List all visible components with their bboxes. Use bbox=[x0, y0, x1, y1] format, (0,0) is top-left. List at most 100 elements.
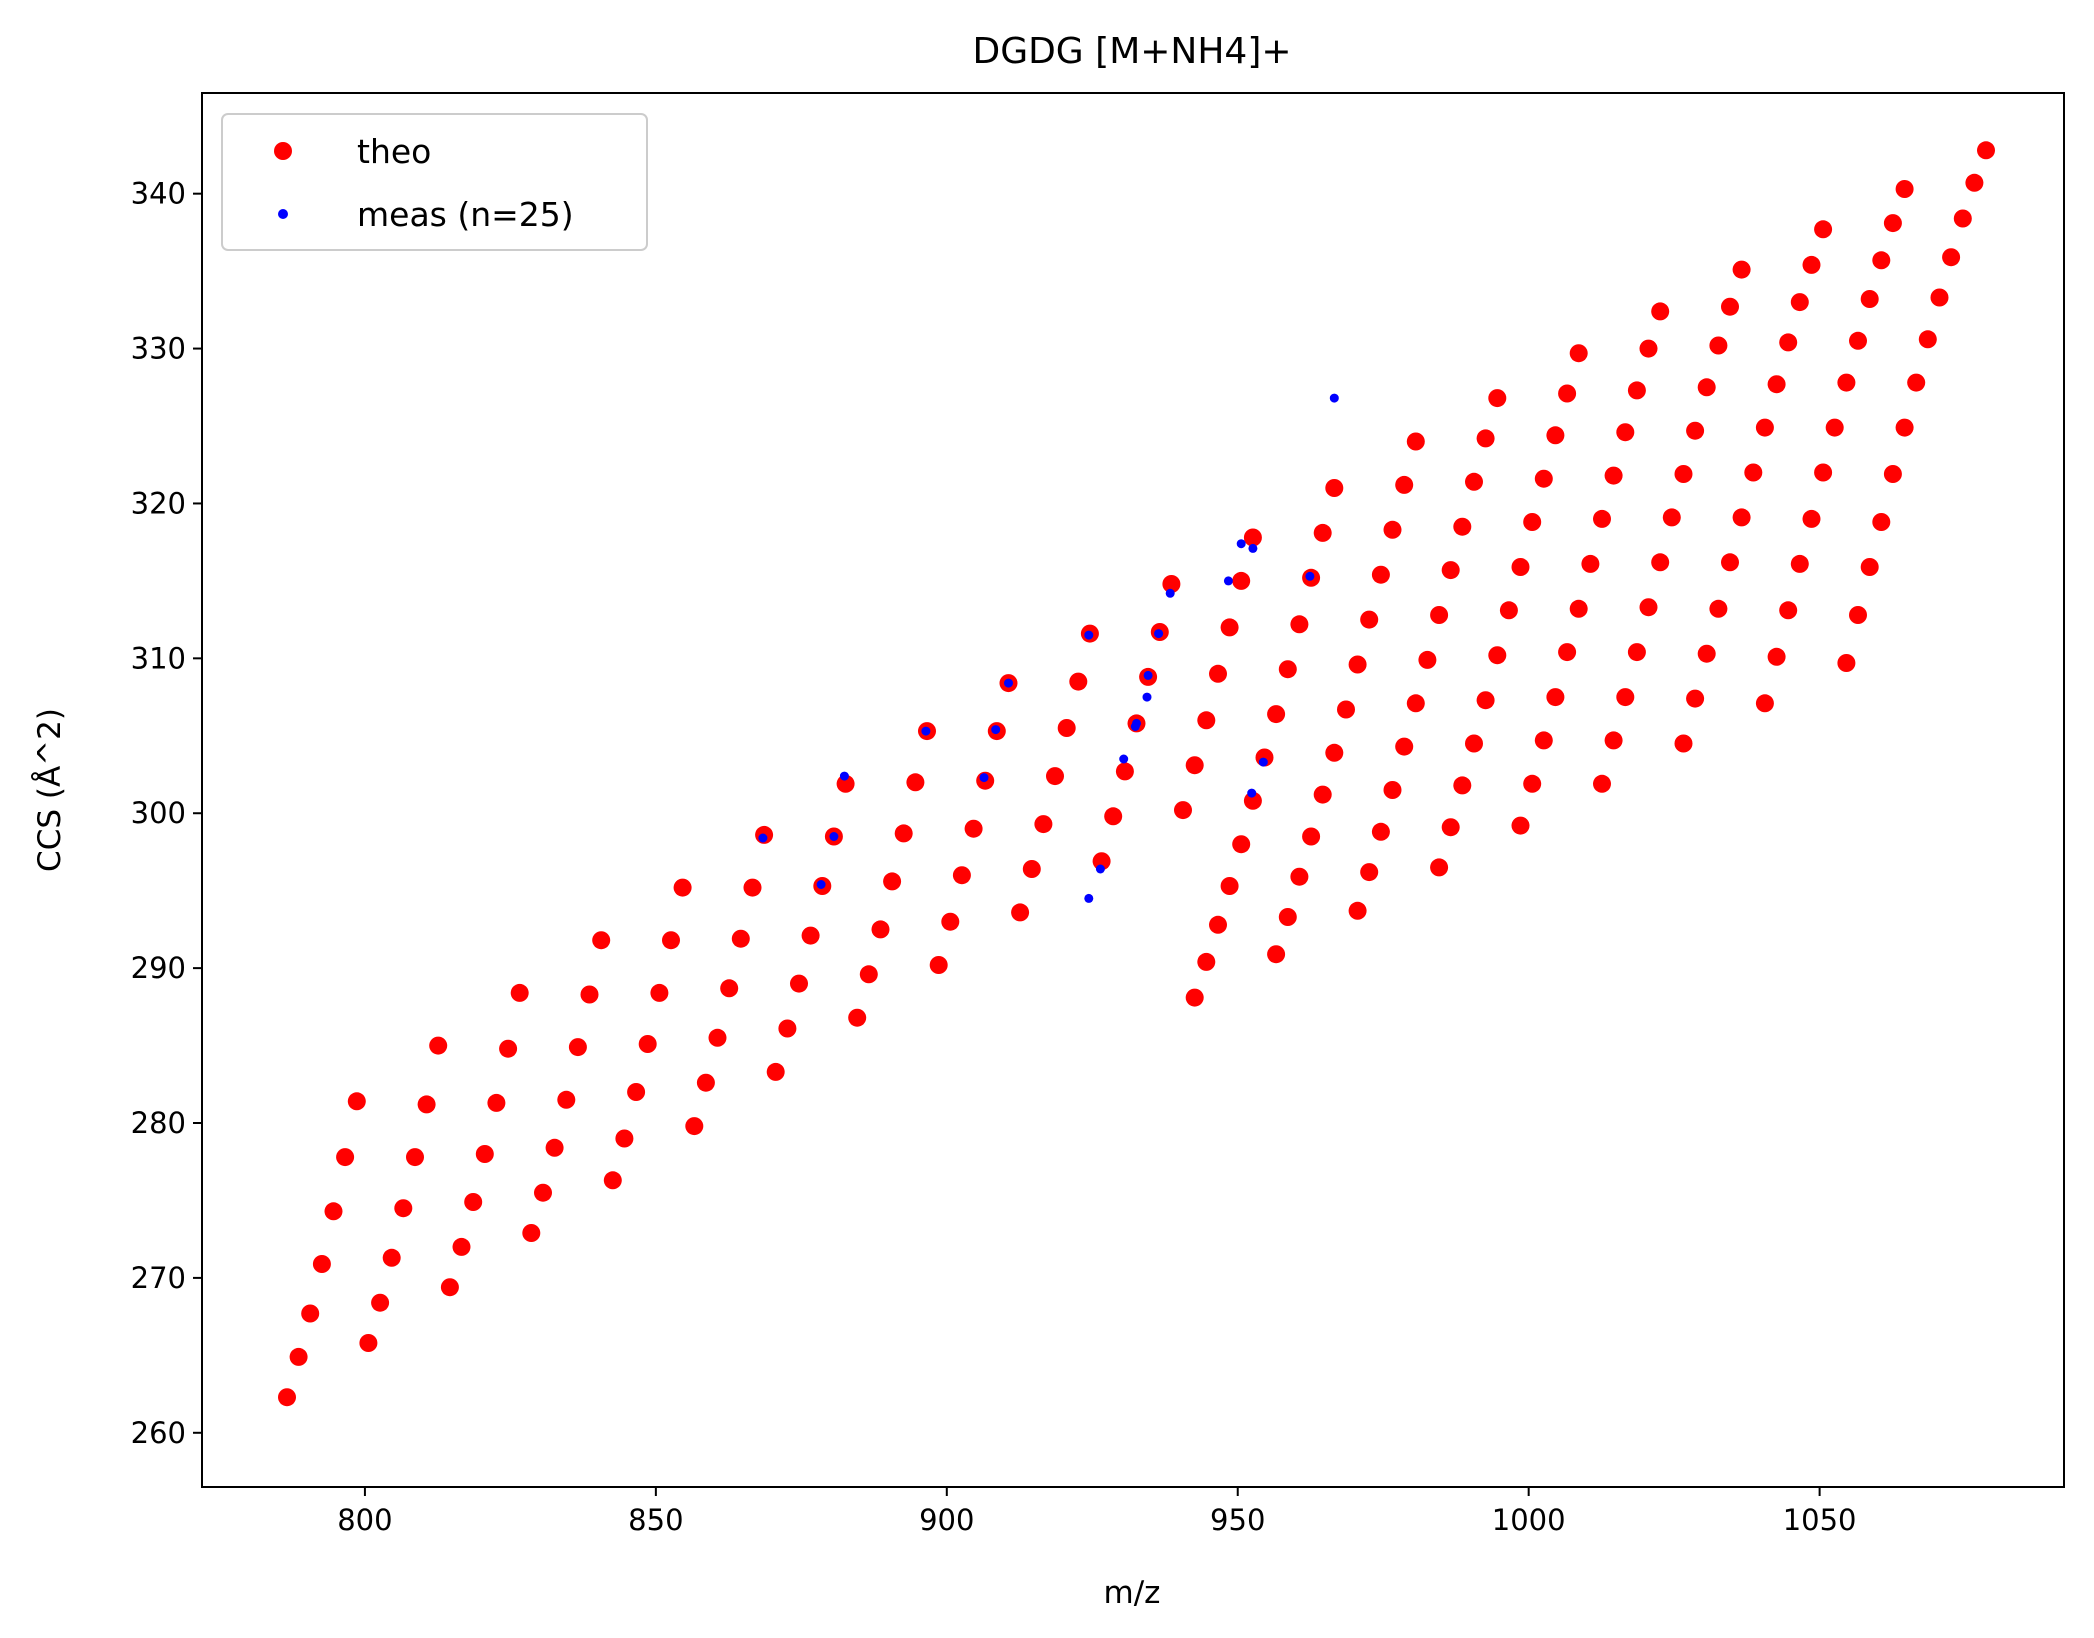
theo-point bbox=[662, 931, 680, 950]
theo-point bbox=[545, 1138, 564, 1157]
theo-point bbox=[1593, 509, 1611, 528]
theo-point bbox=[429, 1036, 448, 1055]
y-tick-label: 340 bbox=[131, 177, 186, 211]
meas-point bbox=[1143, 670, 1153, 680]
theo-point bbox=[417, 1095, 436, 1114]
theo-point bbox=[941, 912, 960, 931]
theo-point bbox=[1243, 791, 1262, 810]
theo-point bbox=[1686, 421, 1705, 440]
y-axis-title: CCS (Å^2) bbox=[32, 708, 68, 872]
x-tick-label: 1050 bbox=[1783, 1503, 1857, 1537]
theo-point bbox=[1790, 554, 1809, 573]
theo-point bbox=[1523, 774, 1542, 793]
theo-point bbox=[1511, 558, 1530, 576]
theo-point bbox=[1290, 867, 1309, 886]
theo-point bbox=[1174, 801, 1192, 820]
theo-point bbox=[1104, 807, 1123, 826]
theo-point bbox=[1674, 734, 1693, 753]
theo-point bbox=[382, 1248, 401, 1267]
theo-point bbox=[1453, 517, 1472, 536]
theo-point bbox=[778, 1019, 797, 1038]
theo-point bbox=[1325, 479, 1344, 497]
theo-point bbox=[1674, 465, 1693, 483]
legend-frame bbox=[221, 113, 648, 251]
theo-point bbox=[1767, 647, 1786, 666]
theo-point bbox=[1569, 344, 1588, 363]
theo-point bbox=[1209, 664, 1227, 683]
theo-point bbox=[1290, 615, 1309, 634]
theo-point bbox=[1383, 781, 1402, 799]
theo-point bbox=[1197, 952, 1216, 971]
theo-point bbox=[1558, 643, 1577, 662]
theo-point bbox=[1430, 606, 1449, 624]
theo-point bbox=[1546, 426, 1565, 445]
theo-point bbox=[1476, 691, 1495, 710]
theo-point bbox=[1011, 903, 1030, 922]
theo-point bbox=[1616, 423, 1635, 442]
meas-point bbox=[991, 725, 1001, 735]
theo-point bbox=[1593, 774, 1611, 793]
theo-point bbox=[371, 1293, 390, 1312]
meas-point bbox=[1236, 539, 1246, 549]
theo-point bbox=[627, 1083, 646, 1101]
y-tick-label: 260 bbox=[131, 1416, 186, 1450]
y-tick-label: 270 bbox=[131, 1261, 186, 1295]
theo-point bbox=[1977, 141, 1995, 160]
theo-point bbox=[1569, 599, 1588, 618]
theo-point bbox=[1883, 465, 1902, 483]
theo-point bbox=[603, 1171, 622, 1190]
theo-point bbox=[1895, 418, 1914, 437]
theo-point bbox=[1185, 988, 1204, 1007]
theo-point bbox=[1313, 523, 1332, 542]
meas-point bbox=[1154, 629, 1164, 639]
theo-point bbox=[1499, 601, 1518, 620]
points-layer bbox=[278, 141, 1995, 1407]
theo-point bbox=[1418, 650, 1437, 669]
theo-point bbox=[1872, 251, 1891, 270]
y-axis: 260 270 280 290 300 310 320 330 340 bbox=[131, 177, 202, 1450]
theo-point bbox=[1534, 731, 1553, 750]
theo-point bbox=[1278, 660, 1297, 679]
theo-point bbox=[557, 1090, 576, 1109]
theo-point bbox=[790, 974, 808, 993]
x-tick-label: 850 bbox=[628, 1503, 683, 1537]
theo-point bbox=[836, 774, 855, 793]
meas-point bbox=[1084, 893, 1094, 903]
meas-point bbox=[1095, 864, 1105, 874]
meas-point bbox=[979, 773, 989, 783]
theo-point bbox=[1395, 737, 1414, 756]
y-tick-label: 320 bbox=[131, 486, 186, 520]
theo-point bbox=[1162, 575, 1181, 593]
theo-point bbox=[580, 985, 599, 1004]
legend-label-theo: theo bbox=[357, 132, 431, 171]
theo-point bbox=[1639, 598, 1658, 617]
theo-point bbox=[312, 1255, 331, 1273]
meas-point bbox=[1329, 393, 1339, 403]
theo-point bbox=[883, 872, 902, 891]
legend-marker-theo bbox=[274, 142, 292, 160]
x-tick-label: 1000 bbox=[1492, 1503, 1566, 1537]
theo-point bbox=[1185, 756, 1204, 775]
theo-point bbox=[871, 920, 890, 939]
x-tick-label: 800 bbox=[337, 1503, 392, 1537]
theo-point bbox=[522, 1224, 541, 1242]
theo-point bbox=[638, 1035, 657, 1053]
theo-point bbox=[1220, 618, 1239, 637]
theo-point bbox=[1534, 469, 1553, 488]
theo-point bbox=[301, 1304, 320, 1323]
theo-point bbox=[1092, 852, 1111, 871]
x-axis-title: m/z bbox=[1104, 1575, 1161, 1611]
x-axis: 800 850 900 950 1000 1050 bbox=[337, 1487, 1857, 1537]
meas-point bbox=[1142, 692, 1152, 702]
theo-point bbox=[1802, 509, 1821, 528]
theo-point bbox=[440, 1278, 459, 1297]
theo-point bbox=[1686, 689, 1705, 708]
meas-point bbox=[1004, 678, 1013, 688]
theo-point bbox=[1197, 711, 1216, 730]
theo-point bbox=[568, 1038, 587, 1057]
meas-point bbox=[1223, 576, 1233, 586]
meas-point bbox=[1132, 718, 1141, 728]
theo-point bbox=[1732, 508, 1751, 527]
theo-point bbox=[499, 1039, 518, 1058]
theo-point bbox=[1860, 558, 1879, 576]
